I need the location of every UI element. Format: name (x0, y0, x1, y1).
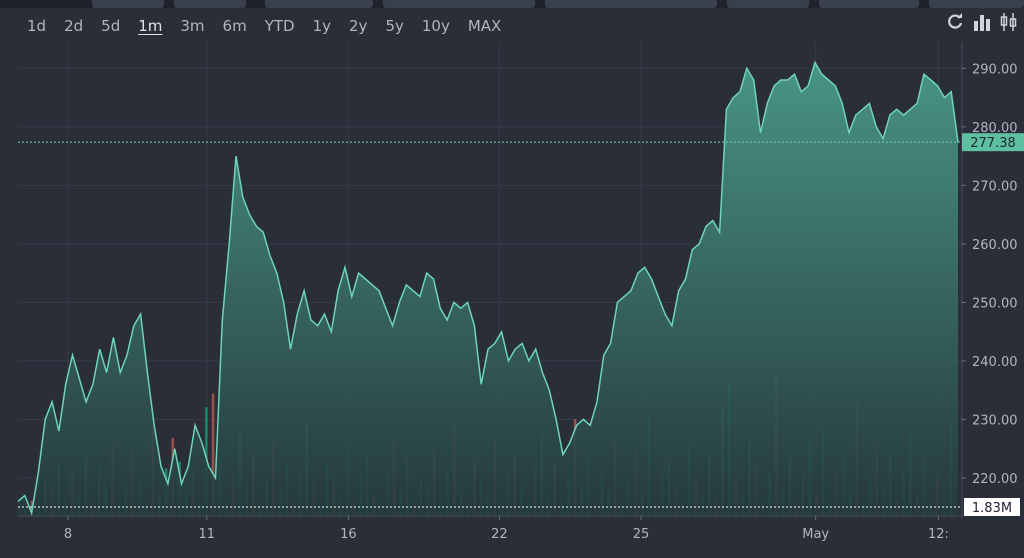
top-tab[interactable] (174, 0, 246, 8)
refresh-icon[interactable] (946, 12, 964, 32)
time-range-selector: 1d 2d 5d 1m 3m 6m YTD 1y 2y 5y 10y MAX (18, 14, 510, 38)
x-tick-label: 16 (340, 527, 357, 542)
top-tab[interactable] (92, 0, 164, 8)
range-button-3m[interactable]: 3m (180, 17, 205, 35)
x-tick-label: May (802, 527, 829, 542)
chart-toolbar (946, 12, 1018, 32)
y-tick-label: 270.00 (972, 179, 1018, 194)
volume-badge: 1.83M (964, 498, 1020, 516)
price-area (18, 62, 958, 516)
top-tab[interactable] (383, 0, 535, 8)
range-button-10y[interactable]: 10y (421, 17, 450, 35)
x-tick-label: 8 (64, 527, 72, 542)
range-button-2y[interactable]: 2y (349, 17, 368, 35)
last-price-label: 277.38 (970, 136, 1016, 151)
y-axis: 220.00 230.00 240.00 250.00 260.00 270.00 280.… (962, 62, 1018, 487)
candlestick-icon[interactable] (1000, 12, 1018, 32)
x-tick-label: 22 (491, 527, 508, 542)
y-tick-label: 230.00 (972, 413, 1018, 428)
volume-label: 1.83M (972, 501, 1012, 516)
x-tick-label: 11 (199, 527, 216, 542)
range-button-5y[interactable]: 5y (385, 17, 404, 35)
x-tick-label: 12: (928, 527, 949, 542)
x-tick-label: 25 (633, 527, 650, 542)
top-tab[interactable] (265, 0, 373, 8)
top-tab[interactable] (727, 0, 809, 8)
range-button-1m[interactable]: 1m (138, 17, 163, 35)
range-button-6m[interactable]: 6m (222, 17, 247, 35)
volume-bar (211, 393, 215, 516)
y-tick-label: 280.00 (972, 121, 1018, 136)
range-button-5d[interactable]: 5d (101, 17, 121, 35)
last-price-badge: 277.38 (962, 133, 1024, 152)
bar-chart-icon[interactable] (973, 12, 991, 32)
range-button-1d[interactable]: 1d (27, 17, 47, 35)
top-tab[interactable] (819, 0, 919, 8)
y-tick-label: 260.00 (972, 238, 1018, 253)
y-tick-label: 220.00 (972, 472, 1018, 487)
top-tab-strip (0, 0, 1024, 8)
y-tick-label: 250.00 (972, 296, 1018, 311)
x-axis: 8 11 16 22 25 May 12: (18, 515, 962, 542)
y-tick-label: 240.00 (972, 355, 1018, 370)
top-tab[interactable] (545, 0, 717, 8)
top-tab[interactable] (929, 0, 1024, 8)
range-button-ytd[interactable]: YTD (264, 17, 295, 35)
range-button-2d[interactable]: 2d (64, 17, 84, 35)
range-button-max[interactable]: MAX (467, 17, 502, 35)
price-line (17, 60, 959, 516)
range-button-1y[interactable]: 1y (312, 17, 332, 35)
y-tick-label: 290.00 (972, 62, 1018, 77)
